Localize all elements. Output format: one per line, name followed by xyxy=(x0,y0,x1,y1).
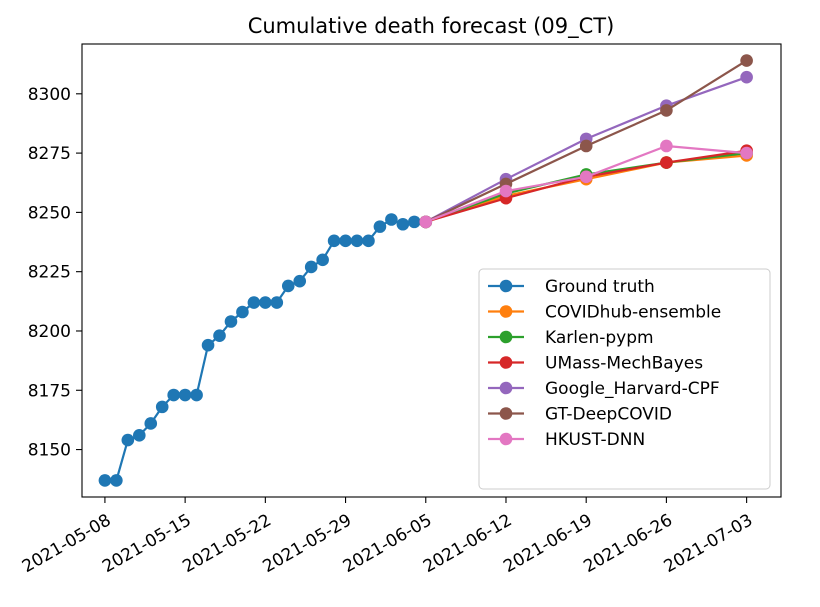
series-line xyxy=(425,154,747,223)
data-point xyxy=(132,429,146,442)
x-tick-label: 2021-05-29 xyxy=(260,510,356,577)
data-point xyxy=(316,253,329,267)
legend-item: HKUST-DNN xyxy=(488,430,645,450)
x-tick-label: 2021-05-22 xyxy=(179,510,275,577)
data-point xyxy=(293,274,307,288)
series-3 xyxy=(419,144,753,229)
data-point xyxy=(201,338,215,352)
data-point xyxy=(579,170,593,184)
series-2 xyxy=(419,146,753,229)
legend-swatch-marker xyxy=(499,407,513,420)
x-tick-label: 2021-06-19 xyxy=(500,510,596,577)
x-tick-label: 2021-06-05 xyxy=(340,510,436,577)
y-tick-label: 8250 xyxy=(28,203,71,223)
x-tick-label: 2021-05-15 xyxy=(99,510,195,577)
data-point xyxy=(110,474,123,487)
series-6 xyxy=(419,139,753,229)
y-tick-label: 8150 xyxy=(28,441,71,461)
legend-label: UMass-MechBayes xyxy=(545,354,703,374)
data-point xyxy=(224,315,238,328)
x-tick-label: 2021-06-12 xyxy=(420,510,516,577)
y-tick-label: 8300 xyxy=(28,85,71,105)
y-tick-label: 8225 xyxy=(28,263,71,283)
data-point xyxy=(740,146,753,160)
chart-title: Cumulative death forecast (09_CT) xyxy=(248,14,615,39)
data-point xyxy=(579,139,593,153)
data-point xyxy=(408,215,421,229)
series-line xyxy=(425,152,747,223)
legend-item: Ground truth xyxy=(488,277,655,297)
series-0 xyxy=(98,213,433,487)
data-point xyxy=(499,184,513,198)
series-5 xyxy=(419,54,753,229)
series-line xyxy=(425,149,747,223)
legend-label: GT-DeepCOVID xyxy=(545,405,672,425)
data-point xyxy=(167,388,180,402)
series-1 xyxy=(419,149,753,229)
data-point xyxy=(247,296,261,309)
y-tick-label: 8200 xyxy=(28,322,71,342)
legend-item: UMass-MechBayes xyxy=(488,354,703,374)
legend-box xyxy=(478,268,771,490)
y-tick-label: 8175 xyxy=(28,381,71,401)
legend-label: HKUST-DNN xyxy=(545,430,645,450)
legend-item: GT-DeepCOVID xyxy=(488,405,672,425)
data-point xyxy=(350,234,364,248)
data-point xyxy=(327,234,341,248)
data-point xyxy=(281,279,295,293)
data-point xyxy=(121,433,135,447)
legend-item: COVIDhub-ensemble xyxy=(488,303,721,323)
legend-label: Karlen-pypm xyxy=(545,328,654,348)
data-point xyxy=(396,217,410,231)
series-line xyxy=(104,218,426,482)
legend-swatch-marker xyxy=(499,279,513,293)
data-point xyxy=(339,234,352,248)
legend-swatch-marker xyxy=(499,432,513,446)
data-point xyxy=(270,296,284,309)
data-point xyxy=(362,234,375,248)
legend-swatch-marker xyxy=(499,330,513,344)
x-tick-label: 2021-06-26 xyxy=(580,510,676,577)
data-point xyxy=(98,474,112,487)
data-point xyxy=(190,388,203,402)
data-point xyxy=(385,213,398,226)
x-tick-label: 2021-05-08 xyxy=(19,510,115,577)
data-point xyxy=(178,388,192,402)
legend-swatch-marker xyxy=(499,305,513,318)
data-point xyxy=(660,104,673,117)
legend-item: Google_Harvard-CPF xyxy=(488,379,720,399)
data-point xyxy=(419,215,433,229)
data-point xyxy=(740,54,753,67)
legend-label: Ground truth xyxy=(545,277,655,297)
legend: Ground truth COVIDhub-ensemble Karlen-pypm… xyxy=(478,268,771,490)
data-point xyxy=(213,329,226,343)
plot-area xyxy=(98,54,753,487)
data-point xyxy=(373,220,387,233)
legend-swatch-marker xyxy=(499,356,513,369)
legend-swatch-marker xyxy=(499,381,513,395)
x-tick-label: 2021-07-03 xyxy=(661,510,757,577)
data-point xyxy=(144,417,158,430)
legend-item: Karlen-pypm xyxy=(488,328,654,348)
data-point xyxy=(236,305,249,319)
plot-frame xyxy=(81,43,782,498)
data-point xyxy=(259,296,272,309)
data-point xyxy=(740,70,753,84)
data-point xyxy=(660,139,673,153)
y-tick-label: 8275 xyxy=(28,144,71,164)
data-point xyxy=(304,260,318,274)
legend-label: Google_Harvard-CPF xyxy=(545,379,720,399)
legend-label: COVIDhub-ensemble xyxy=(545,303,721,323)
data-point xyxy=(660,156,673,169)
data-point xyxy=(155,400,169,414)
